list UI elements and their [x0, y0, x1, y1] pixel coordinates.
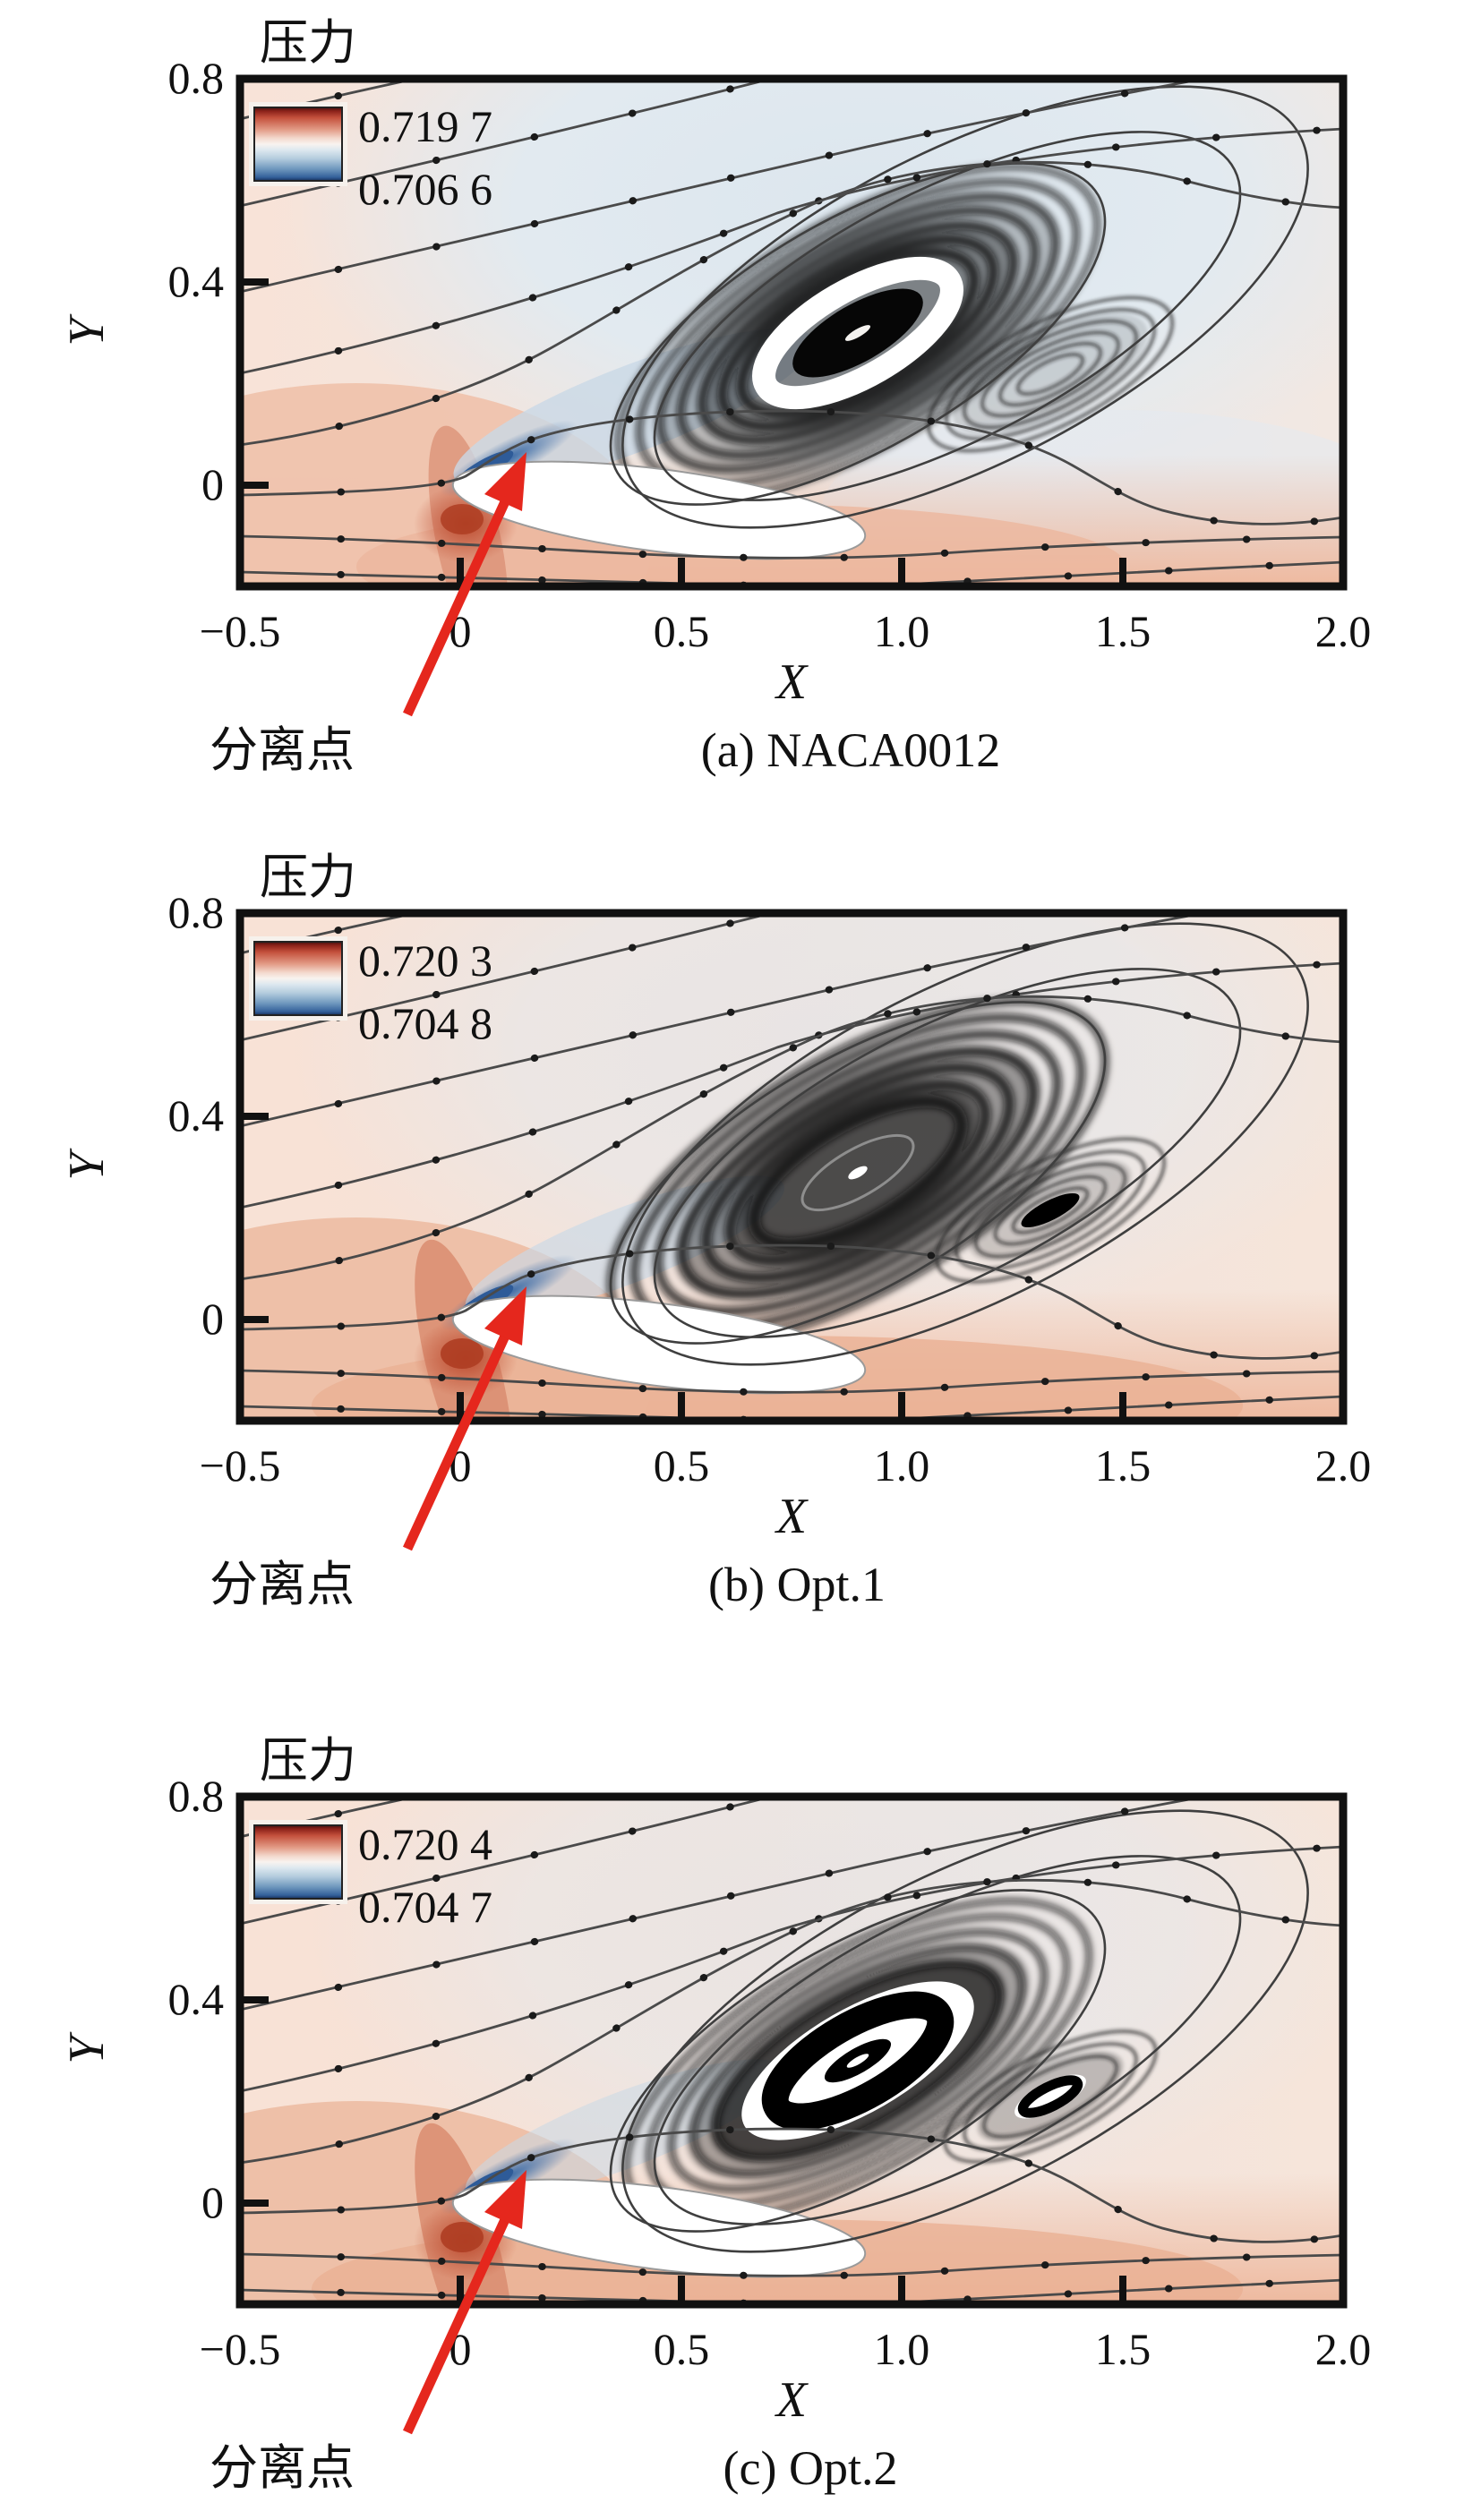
y-axis-labels: 0.8 0.4 0 Y	[59, 53, 224, 509]
x-tick-label: 2.0	[1315, 1440, 1372, 1491]
plot-frame	[235, 1792, 1348, 2309]
plot-frame	[235, 74, 1348, 591]
x-tick-label: 0.5	[654, 606, 710, 656]
y-axis-title: Y	[59, 2031, 115, 2064]
x-tick-label: 1.0	[874, 2324, 930, 2374]
colorbar-max-value: 0.720 4	[358, 1819, 492, 1869]
y-axis-title: Y	[59, 313, 115, 346]
y-tick-label: 0.8	[168, 53, 225, 103]
separation-label: 分离点	[210, 723, 355, 777]
x-tick-label: 2.0	[1315, 606, 1372, 656]
y-tick-label: 0.4	[168, 256, 225, 306]
x-tick-label: 0.5	[654, 1440, 710, 1491]
separation-label: 分离点	[210, 1558, 355, 1611]
colorbar-title: 压力	[260, 1734, 356, 1788]
colorbar-legend: 压力 0.719 7 0.706 6	[249, 16, 492, 214]
separation-arrow-icon	[403, 2213, 511, 2435]
x-axis-title: X	[775, 1489, 809, 1544]
y-tick-label: 0	[201, 459, 224, 509]
colorbar-legend: 压力 0.720 4 0.704 7	[249, 1734, 492, 1932]
y-tick-label: 0.4	[168, 1974, 225, 2024]
y-tick-label: 0	[201, 2177, 224, 2227]
x-axis-labels: −0.5 0 0.5 1.0 1.5 2.0 X	[200, 2324, 1372, 2428]
y-axis-labels: 0.8 0.4 0 Y	[59, 887, 224, 1344]
colorbar-min-value: 0.704 7	[358, 1882, 492, 1932]
x-axis-labels: −0.5 0 0.5 1.0 1.5 2.0 X	[200, 1440, 1372, 1544]
separation-arrow-icon	[403, 1329, 511, 1551]
plot-frame	[235, 909, 1348, 1425]
x-axis-title: X	[775, 654, 809, 710]
colorbar-swatch	[253, 107, 343, 182]
panel-caption: (b) Opt.1	[708, 1558, 886, 1611]
separation-arrow-icon	[403, 495, 511, 717]
colorbar-title: 压力	[260, 16, 356, 70]
separation-label: 分离点	[210, 2441, 355, 2495]
x-tick-label: −0.5	[200, 606, 281, 656]
colorbar-swatch	[253, 1824, 343, 1900]
separation-annotation: 分离点	[210, 452, 526, 777]
x-axis-labels: −0.5 0 0.5 1.0 1.5 2.0 X	[200, 606, 1372, 710]
colorbar-min-value: 0.704 8	[358, 998, 492, 1048]
colorbar-swatch	[253, 941, 343, 1016]
separation-annotation: 分离点	[210, 1286, 526, 1611]
x-tick-label: −0.5	[200, 2324, 281, 2374]
panel-a-figure: 压力 0.719 7 0.706 6 0.8 0.4 0 Y −0.5 0 0.…	[59, 16, 1372, 777]
x-tick-label: 1.0	[874, 606, 930, 656]
y-tick-label: 0.8	[168, 1771, 225, 1821]
x-tick-label: −0.5	[200, 1440, 281, 1491]
x-tick-label: 1.5	[1095, 2324, 1151, 2374]
y-tick-label: 0.8	[168, 887, 225, 937]
x-axis-title: X	[775, 2372, 809, 2428]
primary-vortex	[623, 1898, 1092, 2224]
panel-b-figure: 压力 0.720 3 0.704 8 0.8 0.4 0 Y −0.5 0 0.…	[59, 850, 1372, 1611]
colorbar-min-value: 0.706 6	[358, 164, 492, 214]
panel-caption: (a) NACA0012	[701, 723, 1000, 777]
separation-arrowhead-icon	[484, 1286, 526, 1345]
separation-arrowhead-icon	[484, 2170, 526, 2229]
x-tick-label: 1.5	[1095, 1440, 1151, 1491]
colorbar-max-value: 0.719 7	[358, 101, 492, 151]
secondary-vortex	[935, 1137, 1166, 1284]
y-axis-labels: 0.8 0.4 0 Y	[59, 1771, 224, 2227]
y-axis-title: Y	[59, 1148, 115, 1181]
secondary-vortex	[943, 2029, 1158, 2164]
x-tick-label: 2.0	[1315, 2324, 1372, 2374]
colorbar-legend: 压力 0.720 3 0.704 8	[249, 850, 492, 1048]
y-tick-label: 0.4	[168, 1090, 225, 1140]
separation-arrowhead-icon	[484, 452, 526, 511]
x-tick-label: 1.0	[874, 1440, 930, 1491]
panel-caption: (c) Opt.2	[723, 2441, 898, 2495]
y-tick-label: 0	[201, 1294, 224, 1344]
x-tick-label: 0.5	[654, 2324, 710, 2374]
separation-annotation: 分离点	[210, 2170, 526, 2495]
x-tick-label: 1.5	[1095, 606, 1151, 656]
colorbar-title: 压力	[260, 850, 356, 904]
colorbar-max-value: 0.720 3	[358, 935, 492, 986]
panel-c-figure: 压力 0.720 4 0.704 7 0.8 0.4 0 Y −0.5 0 0.…	[59, 1734, 1372, 2495]
